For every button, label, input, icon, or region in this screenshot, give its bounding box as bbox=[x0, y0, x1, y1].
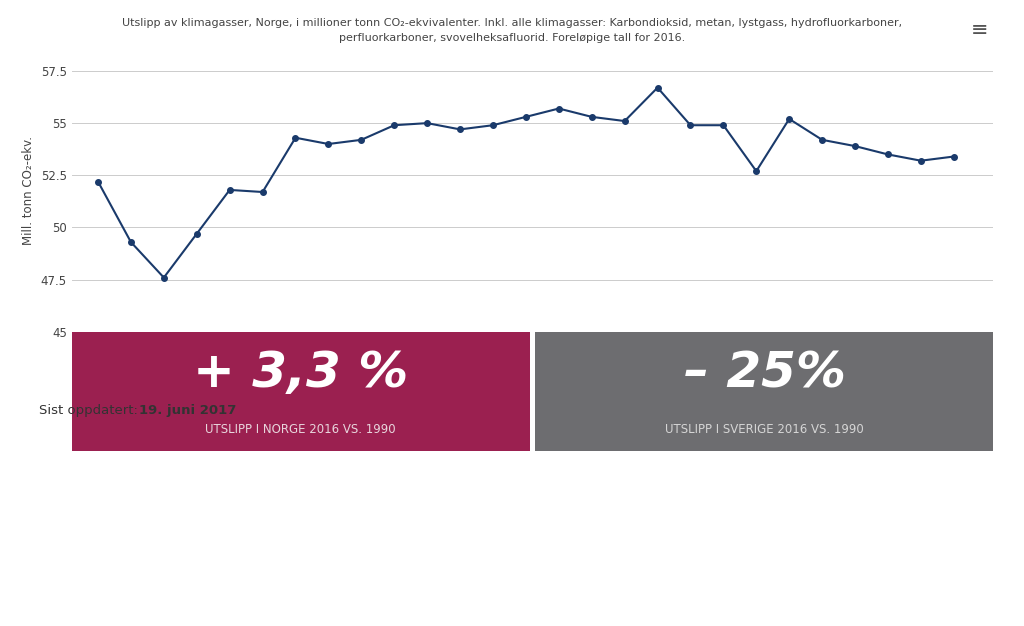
Text: – 25%: – 25% bbox=[684, 349, 846, 398]
Text: perfluorkarboner, svovelheksafluorid. Foreløpige tall for 2016.: perfluorkarboner, svovelheksafluorid. Fo… bbox=[339, 33, 685, 43]
Text: Utslipp av klimagasser, Norge, i millioner tonn CO₂-ekvivalenter. Inkl. alle kli: Utslipp av klimagasser, Norge, i million… bbox=[122, 18, 902, 28]
FancyBboxPatch shape bbox=[536, 332, 993, 451]
Text: + 3,3 %: + 3,3 % bbox=[193, 349, 408, 398]
Text: 19. juni 2017: 19. juni 2017 bbox=[139, 404, 237, 417]
Text: Sist oppdatert:: Sist oppdatert: bbox=[39, 404, 142, 417]
Text: UTSLIPP I SVERIGE 2016 VS. 1990: UTSLIPP I SVERIGE 2016 VS. 1990 bbox=[666, 423, 864, 436]
Text: ≡: ≡ bbox=[971, 20, 989, 40]
Y-axis label: Mill. tonn CO₂-ekv.: Mill. tonn CO₂-ekv. bbox=[23, 136, 35, 245]
FancyBboxPatch shape bbox=[72, 332, 529, 451]
Text: Kilde: SSB: Kilde: SSB bbox=[944, 359, 993, 369]
Text: UTSLIPP I NORGE 2016 VS. 1990: UTSLIPP I NORGE 2016 VS. 1990 bbox=[205, 423, 395, 436]
